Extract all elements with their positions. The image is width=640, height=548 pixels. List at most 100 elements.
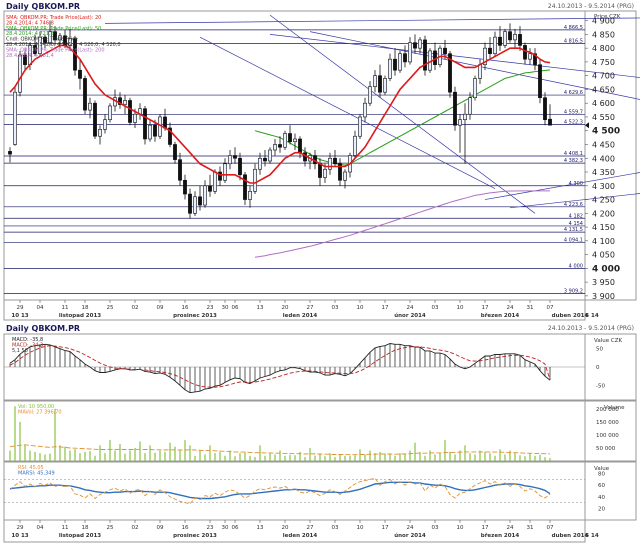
month-label: únor 2014 — [394, 532, 426, 539]
candle-body — [293, 138, 297, 143]
price-axis-area — [584, 10, 637, 301]
support-line-label: 4 182 — [569, 213, 583, 219]
price-tick-label: 4 850 — [592, 30, 615, 39]
candle-body — [68, 38, 72, 46]
candle — [498, 26, 502, 51]
candle-body — [118, 97, 122, 105]
price-tick-label: 4 500 — [592, 127, 620, 137]
date-tick-label: 03 — [332, 525, 339, 531]
candle-body — [8, 151, 12, 155]
volume-ma-line — [9, 444, 551, 456]
candle-body — [258, 157, 262, 170]
candle-body — [413, 42, 417, 49]
candle — [333, 149, 337, 167]
candle — [118, 92, 122, 109]
date-tick-label: 02 — [132, 305, 139, 311]
macd-legend-entry: 5,1 50 — [12, 348, 28, 354]
candle-body — [513, 34, 517, 41]
candle — [363, 97, 367, 123]
candle — [358, 114, 362, 139]
rsi-legend-entry: RSI: 45,05 — [18, 465, 44, 471]
candle-body — [188, 193, 192, 214]
candle — [388, 53, 392, 82]
candle — [408, 37, 412, 65]
month-label: únor 2014 — [394, 312, 426, 319]
volume-tick-label: 200 000 — [596, 407, 619, 413]
candle-body — [498, 36, 502, 46]
candle-body — [178, 159, 182, 181]
candle-body — [18, 54, 22, 93]
date-tick-label: 06 — [232, 525, 239, 531]
date-tick-label: 24 — [407, 305, 414, 311]
candle-body — [463, 113, 467, 121]
candle-body — [58, 35, 62, 41]
macd-legend-entry: MACD: -34,3 — [12, 342, 43, 348]
candle-body — [398, 53, 402, 71]
candle — [523, 42, 527, 65]
candle-body — [23, 54, 27, 65]
support-line-label: 4 094,1 — [564, 237, 583, 243]
candle — [513, 28, 517, 49]
candle — [253, 163, 257, 195]
price-tick-label: 4 700 — [592, 72, 615, 81]
candle-body — [13, 91, 17, 145]
date-tick-label: 29 — [17, 305, 24, 311]
candle — [533, 48, 537, 71]
date-tick-label: 09 — [157, 525, 164, 531]
candle-body — [78, 69, 82, 79]
date-tick-label: 24 — [507, 525, 514, 531]
candle — [188, 188, 192, 219]
date-tick-label: 27 — [307, 525, 314, 531]
macd-tick-label: 50 — [596, 347, 603, 353]
candle-body — [403, 53, 407, 63]
candle — [78, 59, 82, 90]
candle — [108, 103, 112, 123]
candle-body — [38, 36, 42, 54]
date-tick-label: 25 — [107, 525, 114, 531]
month-label: listopad 2013 — [59, 313, 101, 319]
candle — [128, 97, 132, 126]
candle — [483, 42, 487, 71]
sma20-line — [9, 44, 551, 184]
candle — [168, 122, 172, 148]
candle — [543, 92, 547, 126]
candle-body — [378, 75, 382, 93]
candle-body — [543, 97, 547, 121]
candle-body — [393, 58, 397, 71]
candle-body — [163, 116, 167, 129]
candle-body — [443, 47, 447, 54]
rsi-plot-area — [3, 461, 586, 521]
candle-body — [273, 144, 277, 151]
price-tick-label: 4 100 — [592, 237, 615, 246]
candle — [33, 34, 37, 57]
candle — [403, 45, 407, 68]
volume-axis-label: Volume — [604, 405, 625, 411]
price-tick-label: 4 450 — [592, 140, 615, 149]
support-line-label: 4 382,3 — [564, 158, 583, 164]
date-tick-label: 30 — [222, 525, 229, 531]
month-label: listopad 2013 — [59, 533, 101, 539]
date-tick-label: 02 — [132, 525, 139, 531]
rsi-tick-label: 40 — [598, 495, 605, 501]
candle — [208, 174, 212, 197]
macd-legend-entry: MACD: -35,8 — [12, 337, 43, 343]
candle-body — [153, 124, 157, 137]
candle — [233, 147, 237, 164]
candle — [83, 75, 87, 115]
date-tick-label: 25 — [107, 305, 114, 311]
date-tick-label: 06 — [232, 305, 239, 311]
trendline — [269, 14, 536, 214]
candle-body — [338, 163, 342, 181]
rsi-axis-area — [584, 461, 637, 521]
candle-body — [213, 171, 217, 192]
candle-body — [198, 196, 202, 206]
month-label: 10 13 — [11, 313, 28, 319]
month-label: 5 14 — [585, 533, 599, 539]
candle-body — [173, 144, 177, 160]
candle — [518, 26, 522, 51]
date-tick-label: 16 — [182, 525, 189, 531]
candle-body — [353, 135, 357, 156]
